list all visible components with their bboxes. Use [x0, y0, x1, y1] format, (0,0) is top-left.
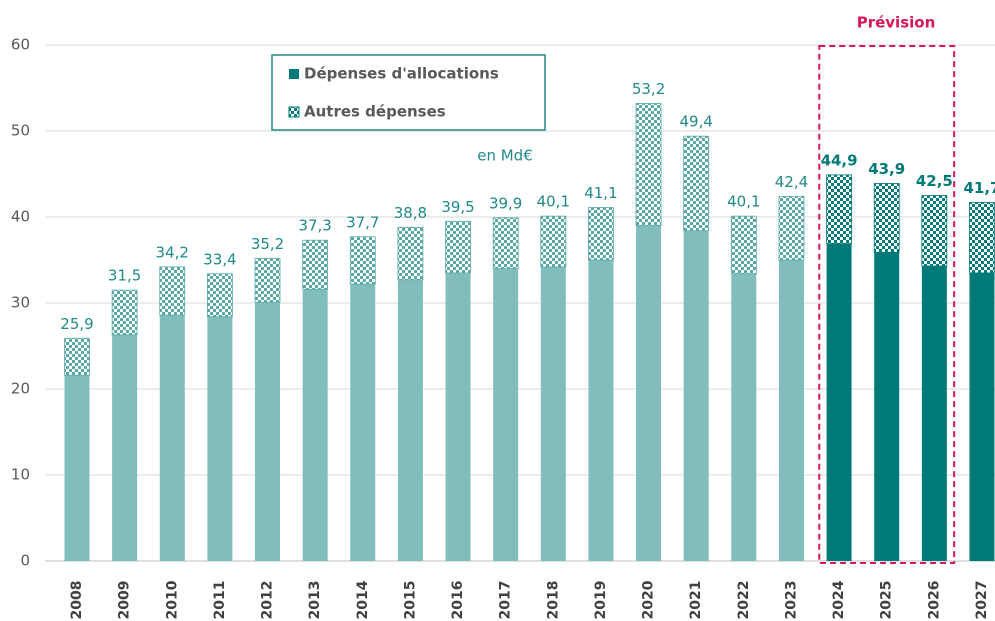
bar-other — [349, 236, 376, 285]
value-label: 35,2 — [251, 235, 284, 253]
x-tick-label: 2016 — [450, 581, 466, 620]
annotation: en Md€ — [477, 147, 533, 165]
value-label: 40,1 — [727, 193, 760, 211]
value-label: 43,9 — [868, 160, 905, 178]
value-label: 31,5 — [108, 267, 141, 285]
bar-allocation — [826, 243, 852, 561]
value-label: 41,1 — [584, 184, 617, 202]
bar-allocation — [874, 252, 900, 561]
y-tick-label: 40 — [11, 208, 30, 226]
bar-allocation — [445, 272, 471, 561]
x-tick-label: 2018 — [545, 581, 561, 620]
bar-other — [159, 266, 186, 316]
bar-other — [445, 220, 471, 274]
x-tick-label: 2022 — [736, 581, 752, 620]
bar-allocation — [302, 289, 328, 561]
x-tick-label: 2024 — [831, 580, 847, 619]
value-label: 44,9 — [821, 151, 858, 169]
bar-other — [302, 239, 329, 290]
bar-other — [206, 273, 233, 318]
value-label: 40,1 — [537, 193, 570, 211]
value-label: 49,4 — [679, 113, 712, 131]
x-tick-label: 2017 — [498, 581, 514, 620]
x-tick-label: 2011 — [212, 581, 228, 620]
bar-other — [254, 257, 281, 303]
bar-other — [64, 337, 90, 376]
x-tick-label: 2023 — [783, 581, 799, 620]
value-label: 39,9 — [489, 194, 522, 212]
value-label: 38,8 — [394, 204, 427, 222]
value-label: 53,2 — [632, 80, 665, 98]
bar-allocation — [540, 266, 566, 561]
bar-other — [730, 215, 757, 275]
bar-allocation — [159, 315, 185, 561]
y-tick-label: 20 — [11, 380, 30, 398]
bar-other — [588, 207, 614, 261]
x-tick-label: 2015 — [402, 581, 418, 620]
x-tick-label: 2019 — [593, 581, 609, 620]
legend-swatch — [288, 106, 300, 118]
bar-other — [826, 174, 852, 245]
value-label: 25,9 — [60, 315, 93, 333]
bar-other — [635, 103, 662, 227]
value-label: 42,4 — [775, 173, 808, 191]
forecast-label: Prévision — [857, 14, 936, 32]
value-label: 34,2 — [156, 243, 189, 261]
x-tick-label: 2012 — [260, 581, 276, 620]
bar-allocation — [588, 260, 614, 561]
bar-other — [683, 135, 710, 232]
y-tick-label: 50 — [11, 122, 30, 140]
bar-allocation — [683, 230, 709, 561]
value-label: 39,5 — [441, 198, 474, 216]
bar-other — [921, 195, 948, 267]
bar-other — [397, 226, 424, 281]
x-tick-label: 2009 — [117, 581, 133, 620]
bar-allocation — [493, 268, 519, 561]
bar-allocation — [969, 272, 995, 561]
bar-other — [492, 217, 519, 270]
bar-allocation — [64, 375, 90, 561]
value-label: 37,7 — [346, 213, 379, 231]
bar-allocation — [731, 273, 757, 561]
bar-other — [873, 183, 900, 253]
forecast-box — [818, 45, 956, 564]
y-tick-label: 0 — [20, 552, 30, 570]
value-label: 33,4 — [203, 250, 236, 268]
y-tick-label: 10 — [11, 466, 30, 484]
legend-label: Autres dépenses — [304, 103, 446, 121]
bar-allocation — [350, 284, 376, 561]
x-tick-label: 2025 — [879, 581, 895, 620]
x-tick-label: 2021 — [688, 581, 704, 620]
x-tick-label: 2014 — [355, 580, 371, 619]
y-tick-label: 30 — [11, 294, 30, 312]
bar-other — [778, 195, 805, 261]
bar-allocation — [255, 302, 281, 561]
y-tick-label: 60 — [11, 36, 30, 54]
x-tick-label: 2027 — [974, 581, 990, 620]
bar-allocation — [778, 260, 804, 561]
x-tick-label: 2013 — [307, 581, 323, 620]
bar-other — [111, 289, 138, 336]
x-tick-label: 2026 — [926, 581, 942, 620]
x-tick-label: 2020 — [641, 580, 657, 619]
x-tick-label: 2008 — [69, 581, 85, 620]
value-label: 37,3 — [298, 217, 331, 235]
legend-swatch — [289, 69, 299, 79]
x-tick-label: 2010 — [164, 580, 180, 619]
bar-allocation — [636, 225, 662, 561]
value-label: 42,5 — [916, 172, 953, 190]
bar-allocation — [397, 279, 423, 561]
value-label: 41,7 — [963, 179, 995, 197]
legend-label: Dépenses d'allocations — [304, 65, 499, 83]
bar-other — [969, 201, 995, 274]
bar-allocation — [207, 316, 233, 561]
legend-box — [271, 54, 546, 131]
bar-allocation — [112, 334, 138, 561]
bar-other — [540, 215, 567, 268]
bar-allocation — [921, 266, 947, 561]
